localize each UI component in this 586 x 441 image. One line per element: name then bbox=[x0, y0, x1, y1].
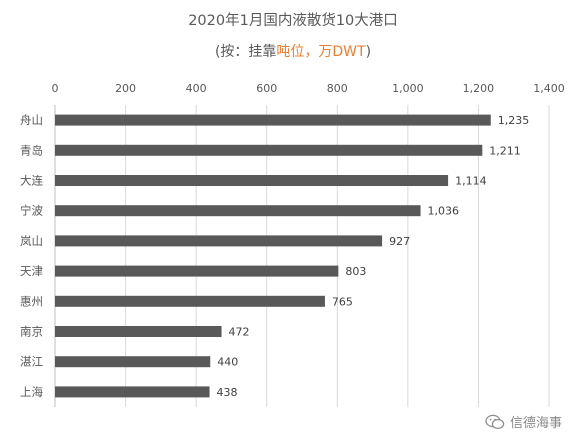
data-label: 1,235 bbox=[498, 114, 530, 127]
bar bbox=[55, 205, 421, 217]
x-tick-label: 400 bbox=[186, 82, 207, 95]
x-tick-label: 1,000 bbox=[392, 82, 424, 95]
y-category-label: 岚山 bbox=[20, 234, 43, 248]
y-category-label: 青岛 bbox=[20, 143, 43, 157]
chart-title: 2020年1月国内液散货10大港口 bbox=[188, 13, 398, 29]
x-tick-label: 200 bbox=[115, 82, 136, 95]
y-category-label: 南京 bbox=[20, 325, 43, 339]
data-label: 803 bbox=[345, 265, 366, 278]
data-label: 472 bbox=[229, 326, 250, 339]
data-label: 438 bbox=[217, 386, 238, 399]
bar bbox=[55, 175, 449, 186]
bar bbox=[55, 114, 491, 126]
wechat-icon bbox=[485, 414, 505, 429]
x-tick-label: 800 bbox=[327, 82, 348, 95]
chart-subtitle: (按：挂靠吨位，万DWT) bbox=[0, 41, 586, 61]
y-category-label: 湛江 bbox=[20, 355, 43, 369]
data-label: 440 bbox=[217, 356, 238, 369]
subtitle-suffix: ) bbox=[365, 44, 372, 60]
x-tick-label: 1,400 bbox=[533, 82, 565, 95]
bar bbox=[55, 144, 483, 156]
bar bbox=[55, 265, 339, 277]
bar bbox=[55, 326, 222, 337]
data-label: 1,211 bbox=[489, 144, 521, 157]
subtitle-prefix: (按：挂靠 bbox=[214, 44, 277, 60]
data-label: 927 bbox=[389, 235, 410, 248]
bar bbox=[55, 235, 383, 247]
watermark: 信德海事 bbox=[485, 412, 562, 431]
watermark-text: 信德海事 bbox=[509, 416, 562, 431]
x-tick-label: 0 bbox=[52, 82, 59, 95]
bar bbox=[55, 356, 211, 368]
bar bbox=[55, 386, 210, 398]
y-category-label: 大连 bbox=[20, 174, 43, 188]
y-category-label: 惠州 bbox=[20, 294, 43, 308]
subtitle-highlight: 吨位，万DWT bbox=[276, 44, 366, 60]
x-tick-label: 1,200 bbox=[463, 82, 495, 95]
data-label: 1,114 bbox=[455, 175, 487, 188]
data-label: 1,036 bbox=[428, 205, 460, 218]
y-category-label: 宁波 bbox=[20, 204, 43, 218]
y-category-label: 天津 bbox=[20, 264, 43, 278]
x-tick-label: 600 bbox=[256, 82, 277, 95]
data-label: 765 bbox=[332, 295, 353, 308]
y-category-label: 舟山 bbox=[20, 113, 43, 127]
y-category-label: 上海 bbox=[20, 385, 43, 399]
bar bbox=[55, 295, 325, 307]
